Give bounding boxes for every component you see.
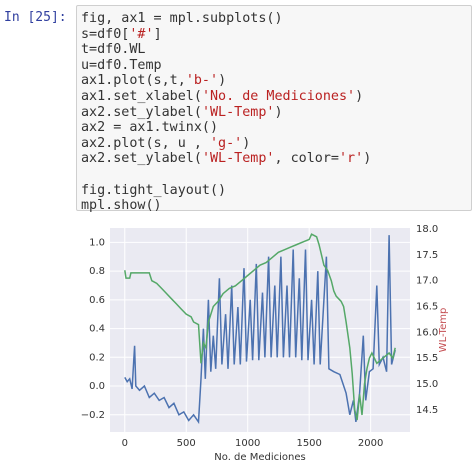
line-series: [124, 233, 396, 421]
x-tick-label: 0: [122, 438, 128, 449]
y-tick-label: 1.0: [89, 237, 105, 248]
code-token: ): [274, 104, 283, 120]
code-line: ax2.set_ylabel('WL-Temp', color='r'): [81, 151, 467, 167]
code-token: mpl.show(): [81, 198, 162, 214]
y2-tick-label: 15.5: [416, 353, 438, 364]
y2-tick-label: 16.5: [416, 302, 438, 313]
y-tick-label: 0.2: [89, 352, 105, 363]
y2-tick-label: 18.0: [416, 224, 438, 235]
string-token: 'No. de Mediciones': [201, 88, 356, 104]
code-token: , color=: [274, 151, 340, 167]
y2-tick-label: 14.5: [416, 405, 438, 416]
y-tick-label: 0.8: [89, 266, 105, 277]
x-tick-label: 1500: [296, 438, 321, 449]
code-token: ): [218, 73, 227, 89]
code-line: fig.tight_layout(): [81, 183, 467, 199]
code-line: ax2.set_ylabel('WL-Temp'): [81, 105, 467, 121]
code-token: ax2 = ax1.twinx(): [81, 120, 219, 136]
y-tick-label: 0.4: [89, 324, 105, 335]
code-token: ax1.plot(s,t,: [81, 73, 186, 89]
y2-tick-label: 17.0: [416, 276, 438, 287]
code-block: fig.tight_layout() mpl.show(): [81, 183, 467, 214]
code-cell[interactable]: fig, ax1 = mpl.subplots() s=df0['#'] t=df0…: [76, 5, 472, 214]
y2-tick-label: 15.0: [416, 379, 438, 390]
code-line: t=df0.WL: [81, 42, 467, 58]
code-token: s=df0[: [81, 26, 130, 42]
code-block: fig, ax1 = mpl.subplots() s=df0['#'] t=df0…: [81, 11, 467, 167]
code-line: ax2 = ax1.twinx(): [81, 120, 467, 136]
code-line: ax1.set_xlabel('No. de Mediciones'): [81, 89, 467, 105]
string-token: 'WL-Temp': [201, 104, 275, 120]
code-token: ax1.set_xlabel(: [81, 88, 202, 104]
x-axis-label: No. de Mediciones: [214, 452, 305, 463]
code-line: mpl.show(): [81, 198, 467, 214]
code-line: s=df0['#']: [81, 27, 467, 43]
code-token: u=df0.Temp: [81, 57, 162, 73]
code-token: ]: [153, 26, 162, 42]
x-tick-label: 1000: [235, 438, 260, 449]
code-token: fig, ax1 = mpl.subplots(): [81, 11, 283, 26]
string-token: 'WL-Temp': [201, 151, 275, 167]
x-tick-label: 500: [177, 438, 196, 449]
code-token: ax2.plot(s, u ,: [81, 135, 210, 151]
cell-prompt: In [25]:: [4, 10, 67, 25]
string-token: 'r': [339, 151, 364, 167]
y2-axis-label: WL-Temp: [438, 308, 449, 353]
code-line: ax1.plot(s,t,'b-'): [81, 73, 467, 89]
code-token: ax2.set_ylabel(: [81, 104, 202, 120]
line-series: [124, 235, 396, 425]
code-token: fig.tight_layout(): [81, 182, 227, 198]
string-token: 'b-': [185, 73, 219, 89]
code-token: ): [355, 88, 364, 104]
y-tick-label: −0.2: [81, 410, 105, 421]
code-token: ): [363, 151, 372, 167]
y2-tick-label: 17.5: [416, 250, 438, 261]
y-tick-label: 0.0: [89, 381, 105, 392]
y2-tick-label: 16.0: [416, 327, 438, 338]
string-token: '#': [129, 26, 154, 42]
x-tick-label: 2000: [358, 438, 383, 449]
code-line: ax2.plot(s, u , 'g-'): [81, 136, 467, 152]
code-token: ax2.set_ylabel(: [81, 151, 202, 167]
code-line: u=df0.Temp: [81, 58, 467, 74]
code-line: fig, ax1 = mpl.subplots(): [81, 11, 467, 27]
code-token: ): [242, 135, 251, 151]
string-token: 'g-': [210, 135, 243, 151]
y-tick-label: 0.6: [89, 295, 105, 306]
code-token: t=df0.WL: [81, 42, 146, 58]
